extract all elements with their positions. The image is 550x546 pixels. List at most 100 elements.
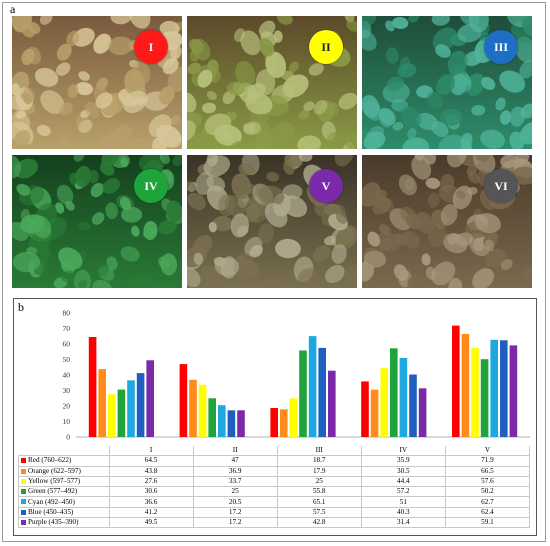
leaf-shape bbox=[194, 133, 213, 149]
leaf-shape bbox=[91, 212, 105, 225]
leaf-shape bbox=[407, 127, 417, 140]
leaf-shape bbox=[200, 265, 221, 288]
leaf-shape bbox=[16, 183, 31, 196]
legend-swatch bbox=[21, 520, 26, 526]
y-tick-label: 50 bbox=[63, 355, 71, 364]
bar-I-3 bbox=[117, 389, 126, 437]
bar-III-6 bbox=[328, 370, 336, 437]
leaf-shape bbox=[431, 121, 449, 138]
leaf-shape bbox=[283, 160, 295, 175]
leaf-shape bbox=[475, 213, 501, 234]
leaf-shape bbox=[499, 70, 526, 93]
leaf-shape bbox=[313, 100, 328, 115]
leaf-shape bbox=[299, 155, 313, 162]
leaf-shape bbox=[362, 16, 377, 27]
bar-II-6 bbox=[237, 410, 245, 437]
leaf-shape bbox=[206, 90, 217, 101]
legend-label: Orange (622–597) bbox=[28, 466, 81, 475]
leaf-shape bbox=[12, 251, 41, 273]
leaf-shape bbox=[448, 277, 463, 288]
table-cell: 57.6 bbox=[444, 475, 531, 488]
leaf-shape bbox=[131, 225, 140, 237]
bar-II-1 bbox=[189, 379, 197, 437]
badge-treatment-1: I bbox=[134, 30, 168, 64]
table-cell: 65.1 bbox=[276, 496, 362, 508]
leaf-shape bbox=[335, 211, 348, 224]
table-cell: 25 bbox=[192, 486, 278, 498]
leaf-shape bbox=[277, 16, 293, 25]
leaf-shape bbox=[440, 204, 458, 226]
bar-I-0 bbox=[88, 337, 97, 437]
leaf-shape bbox=[344, 133, 357, 149]
leaf-shape bbox=[472, 268, 495, 288]
leaf-shape bbox=[92, 279, 112, 288]
bar-V-1 bbox=[461, 333, 470, 437]
photo-treatment-5: V bbox=[187, 155, 357, 288]
leaf-shape bbox=[203, 155, 231, 177]
table-cell: 30.5 bbox=[360, 465, 446, 477]
leaf-shape bbox=[226, 81, 246, 96]
badge-3-text: III bbox=[493, 39, 508, 54]
bar-III-0 bbox=[270, 408, 278, 437]
leaf-shape bbox=[393, 264, 409, 281]
leaf-shape bbox=[132, 61, 151, 85]
leaf-shape bbox=[233, 28, 246, 42]
leaf-shape bbox=[519, 121, 532, 145]
bar-IV-1 bbox=[370, 389, 379, 437]
panel-a-label: a bbox=[10, 2, 16, 16]
leaf-shape bbox=[56, 43, 72, 61]
table-row-label: Blue (450–435) bbox=[18, 506, 110, 519]
leaf-shape bbox=[143, 221, 158, 240]
table-cell: 64.5 bbox=[108, 455, 194, 467]
badge-4-text: IV bbox=[144, 178, 158, 193]
legend-label: Yellow (597–577) bbox=[28, 477, 81, 486]
leaf-shape bbox=[414, 155, 424, 161]
bar-III-5 bbox=[318, 347, 326, 437]
leaf-shape bbox=[23, 87, 36, 102]
table-cell: 17.2 bbox=[192, 517, 278, 529]
leaf-shape bbox=[13, 130, 31, 149]
leaf-shape bbox=[102, 178, 120, 194]
badge-treatment-4: IV bbox=[134, 169, 168, 203]
leaf-shape bbox=[335, 225, 357, 250]
leaf-shape bbox=[197, 69, 213, 88]
leaf-shape bbox=[297, 135, 321, 149]
leaf-shape bbox=[519, 60, 532, 79]
table-cell: 36.9 bbox=[192, 465, 278, 477]
table-category-header: II bbox=[192, 446, 278, 457]
leaf-shape bbox=[58, 247, 83, 270]
table-cell: 47 bbox=[192, 455, 278, 467]
table-category-header: V bbox=[444, 446, 531, 457]
bar-IV-0 bbox=[361, 381, 369, 437]
table-corner-cell bbox=[18, 446, 110, 457]
bar-chart: 0 10 20 30 40 50 60 70 80 bbox=[63, 309, 530, 442]
bar-V-5 bbox=[500, 340, 508, 437]
bar-I-5 bbox=[136, 373, 145, 437]
leaf-shape bbox=[78, 221, 91, 231]
figure-frame bbox=[2, 2, 546, 542]
table-cell: 30.6 bbox=[108, 486, 194, 498]
leaf-shape bbox=[258, 20, 276, 38]
leaf-shape bbox=[93, 33, 112, 54]
leaf-shape bbox=[65, 200, 75, 211]
leaf-shape bbox=[159, 155, 170, 164]
leaf-shape bbox=[158, 256, 170, 269]
leaf-shape bbox=[298, 268, 318, 285]
legend-label: Red (760–622) bbox=[28, 456, 72, 465]
bar-II-0 bbox=[179, 364, 188, 437]
leaf-shape bbox=[367, 231, 381, 247]
table-row: Purple (435–390) 49.5 17.2 42.8 31.4 59.1 bbox=[18, 517, 531, 529]
table-cell: 17.2 bbox=[192, 506, 278, 519]
leaf-shape bbox=[509, 131, 525, 149]
bar-III-2 bbox=[289, 398, 298, 438]
leaf-shape bbox=[446, 155, 467, 168]
leaf-shape bbox=[450, 73, 468, 96]
leaf-shape bbox=[187, 62, 201, 75]
table-row-label: Green (577–492) bbox=[18, 486, 110, 498]
y-tick-label: 60 bbox=[63, 340, 71, 349]
leaf-shape bbox=[288, 61, 299, 73]
bar-III-3 bbox=[299, 350, 307, 437]
badge-treatment-2: II bbox=[309, 30, 343, 64]
table-row-label: Orange (622–597) bbox=[18, 465, 110, 477]
leaf-shape bbox=[78, 71, 90, 81]
